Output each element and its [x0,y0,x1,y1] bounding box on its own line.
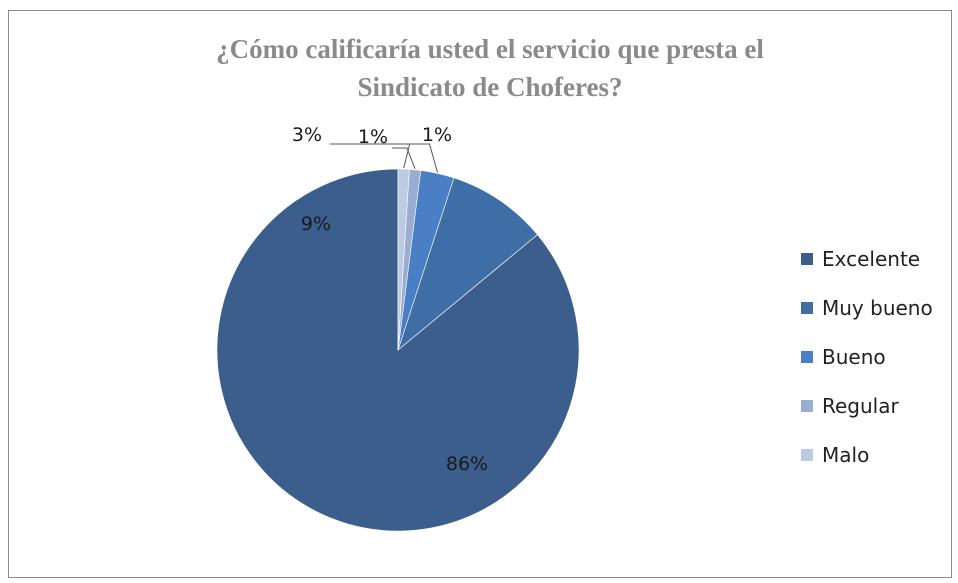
chart-legend: Excelente Muy bueno Bueno Regular Malo [801,234,951,479]
legend-item-excelente: Excelente [801,234,951,283]
legend-label: Excelente [822,246,921,271]
pie-slice-muy-bueno [397,177,538,351]
pie-slice-malo [397,168,410,351]
chart-title-line-2: Sindicato de Choferes? [357,72,623,102]
legend-item-malo: Malo [801,430,951,479]
legend-swatch [801,399,813,412]
data-label-regular: 1% [358,126,388,148]
data-label-muy-bueno: 9% [301,213,331,235]
chart-title-line-1: ¿Cómo calificaría usted el servicio que … [216,34,764,64]
legend-swatch [801,448,813,461]
legend-item-bueno: Bueno [801,332,951,381]
chart-title: ¿Cómo calificaría usted el servicio que … [0,30,958,106]
data-label-excelente: 86% [446,453,488,475]
legend-item-muy-bueno: Muy bueno [801,283,951,332]
leader-line-bueno [330,143,438,173]
legend-swatch [801,301,813,314]
legend-label: Muy bueno [822,295,933,320]
leader-line-malo [403,143,414,169]
legend-item-regular: Regular [801,381,951,430]
legend-swatch [801,252,813,265]
leader-line-regular [392,147,416,169]
legend-label: Bueno [822,344,886,369]
legend-swatch [801,350,813,363]
data-label-bueno: 3% [292,124,322,146]
data-label-malo: 1% [422,124,452,146]
legend-label: Regular [822,393,899,418]
legend-label: Malo [822,442,870,467]
